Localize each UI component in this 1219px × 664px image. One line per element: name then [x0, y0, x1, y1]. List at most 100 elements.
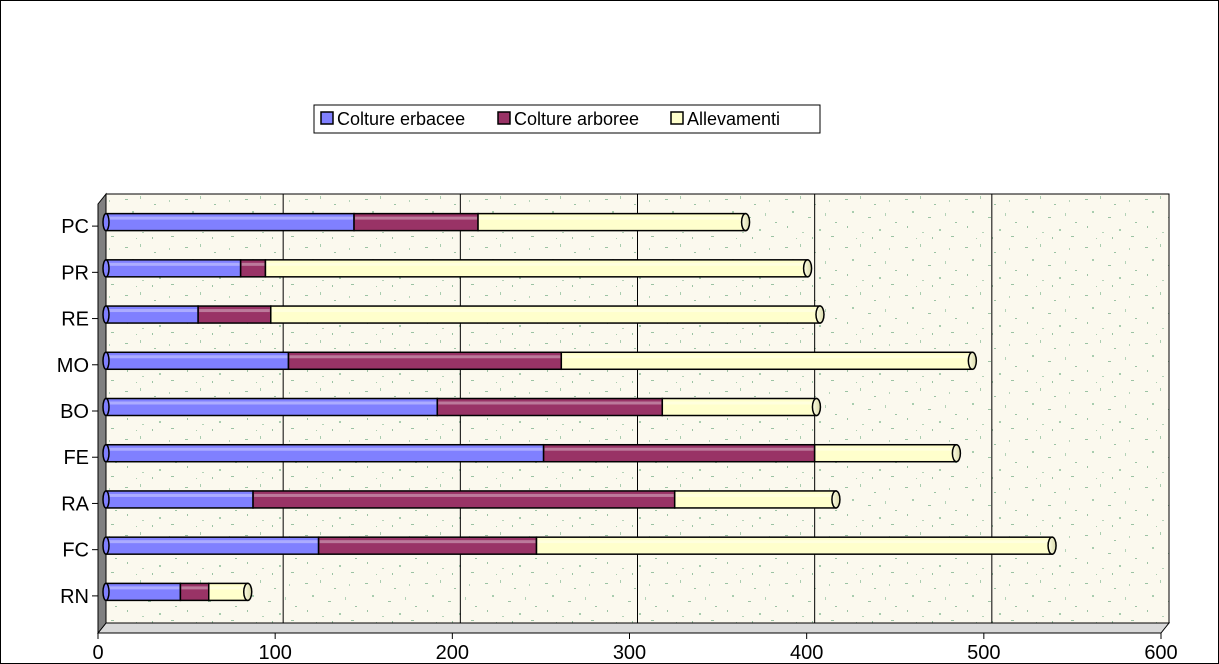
- category-label-re: RE: [61, 309, 89, 331]
- bars: [102, 212, 1057, 602]
- bar-highlight: [107, 401, 437, 405]
- bar-highlight: [479, 216, 745, 220]
- bar-end-cap: [815, 305, 825, 324]
- bar-end-cap: [802, 259, 813, 278]
- bar-highlight: [562, 355, 972, 359]
- bar-highlight: [209, 586, 247, 590]
- bar-end-cap: [811, 397, 822, 417]
- bar-ra-colture-erbacee: [105, 490, 254, 509]
- bar-rn-allevamenti: [208, 582, 249, 602]
- bar-fc-allevamenti: [535, 536, 1053, 555]
- bar-rn-colture-erbacee: [105, 582, 182, 602]
- bar-left-cap: [102, 536, 110, 555]
- x-tick-labels: 0 100 200 300 400 500 600: [92, 633, 1178, 663]
- bar-re-colture-arboree: [197, 305, 272, 324]
- bar-highlight: [537, 540, 1052, 544]
- category-label-pc: PC: [61, 216, 89, 238]
- bar-pr-colture-arboree: [239, 259, 267, 278]
- bar-highlight: [289, 355, 561, 359]
- category-label-fc: FC: [62, 540, 89, 562]
- bar-highlight: [181, 586, 208, 590]
- bar-left-cap: [102, 443, 110, 463]
- x-tick-label: 0: [92, 642, 103, 663]
- bar-fc-colture-erbacee: [105, 536, 320, 555]
- bar-end-cap: [242, 582, 253, 602]
- category-labels: PC PR RE MO BO FE RA FC RN: [57, 216, 98, 608]
- legend-label-allevamenti: Allevamenti: [687, 109, 780, 129]
- plot-left-wall: [97, 192, 107, 635]
- bar-highlight: [319, 540, 536, 544]
- bar-highlight: [107, 309, 198, 313]
- legend-swatch-colture-erbacee: [320, 111, 334, 125]
- bar-bo-allevamenti: [661, 397, 818, 417]
- bar-left-cap: [102, 582, 110, 602]
- bar-highlight: [107, 447, 543, 451]
- bar-mo-colture-erbacee: [105, 351, 290, 371]
- bar-fc-colture-arboree: [317, 536, 538, 555]
- bar-ra-colture-arboree: [252, 490, 676, 509]
- bar-fe-colture-arboree: [542, 443, 816, 463]
- bar-highlight: [107, 355, 288, 359]
- legend: Colture erbacee Colture arboree Allevament…: [320, 109, 780, 129]
- x-tick-label: 400: [790, 642, 823, 663]
- bar-highlight: [271, 309, 819, 313]
- category-label-pr: PR: [61, 262, 89, 284]
- bar-end-cap: [740, 212, 751, 232]
- bar-highlight: [266, 262, 807, 266]
- bar-left-cap: [102, 351, 110, 371]
- category-label-fe: FE: [63, 447, 89, 469]
- bar-highlight: [544, 447, 814, 451]
- x-tick-label: 200: [436, 642, 469, 663]
- category-label-bo: BO: [60, 401, 89, 423]
- bar-left-cap: [102, 259, 110, 278]
- bar-highlight: [107, 586, 180, 590]
- legend-label-colture-erbacee: Colture erbacee: [337, 109, 465, 129]
- bar-re-colture-erbacee: [105, 305, 199, 324]
- bar-pr-allevamenti: [264, 259, 809, 278]
- category-label-ra: RA: [61, 493, 89, 515]
- bar-bo-colture-arboree: [436, 397, 664, 417]
- bar-highlight: [107, 216, 354, 220]
- bar-left-cap: [102, 305, 110, 324]
- x-tick-label: 100: [258, 642, 291, 663]
- bar-highlight: [438, 401, 662, 405]
- legend-box: [313, 104, 821, 134]
- bar-highlight: [241, 262, 265, 266]
- bar-fe-colture-erbacee: [105, 443, 545, 463]
- bar-end-cap: [1047, 536, 1057, 555]
- bar-highlight: [355, 216, 478, 220]
- x-tick-label: 600: [1144, 642, 1177, 663]
- bar-mo-colture-arboree: [287, 351, 563, 371]
- legend-label-colture-arboree: Colture arboree: [514, 109, 639, 129]
- x-tick-label: 300: [613, 642, 646, 663]
- bar-fe-allevamenti: [813, 443, 958, 463]
- bar-mo-allevamenti: [560, 351, 974, 371]
- bar-left-cap: [102, 212, 110, 232]
- bar-pc-colture-arboree: [353, 212, 479, 232]
- bar-ra-allevamenti: [673, 490, 837, 509]
- bar-highlight: [815, 447, 956, 451]
- bar-highlight: [107, 493, 253, 497]
- bar-highlight: [675, 493, 835, 497]
- bar-end-cap: [967, 351, 978, 371]
- bar-bo-colture-erbacee: [105, 397, 439, 417]
- bar-left-cap: [102, 490, 110, 509]
- bar-highlight: [663, 401, 816, 405]
- bar-re-allevamenti: [270, 305, 821, 324]
- legend-swatch-colture-arboree: [497, 111, 511, 125]
- bar-pr-colture-erbacee: [105, 259, 242, 278]
- category-label-mo: MO: [57, 355, 89, 377]
- bar-pc-colture-erbacee: [105, 212, 355, 232]
- bar-pc-allevamenti: [477, 212, 747, 232]
- bar-rn-colture-arboree: [179, 582, 210, 602]
- bar-highlight: [254, 493, 674, 497]
- bar-end-cap: [951, 443, 962, 463]
- bar-left-cap: [102, 397, 110, 417]
- bar-highlight: [199, 309, 270, 313]
- bar-highlight: [107, 540, 318, 544]
- legend-swatch-allevamenti: [670, 111, 684, 125]
- x-tick-label: 500: [967, 642, 1000, 663]
- bar-end-cap: [831, 490, 841, 509]
- plot-floor: [96, 622, 1171, 634]
